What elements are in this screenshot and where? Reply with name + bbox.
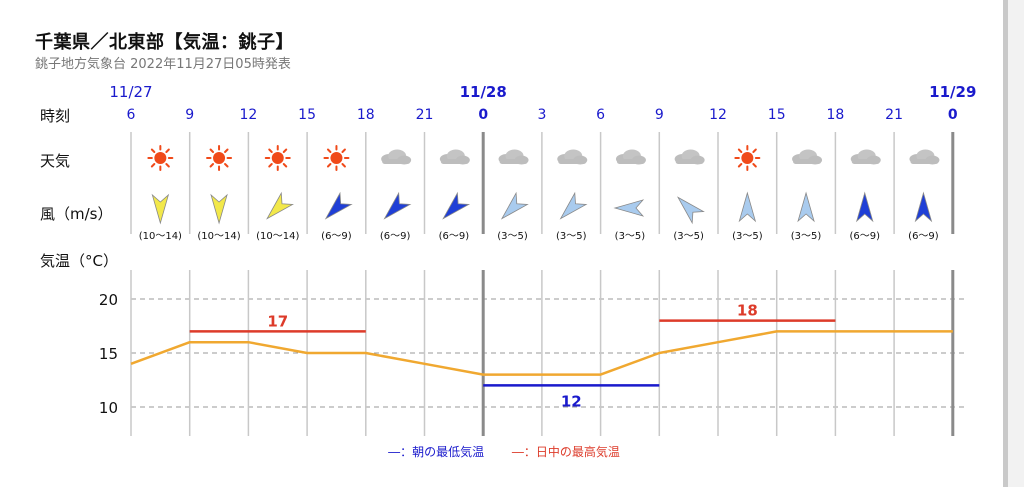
date-label: 11/29 xyxy=(929,83,976,101)
wind-speed-label: (3～5) xyxy=(556,231,587,242)
wind-speed-label: (6～9) xyxy=(321,231,352,242)
wind-speed-label: (3～5) xyxy=(497,231,528,242)
wind-speed-label: (6～9) xyxy=(849,231,880,242)
wind-arrow-icon xyxy=(266,191,294,220)
wind-arrow-icon xyxy=(442,191,471,220)
cloud-icon xyxy=(909,149,940,165)
legend-min: ―：朝の最低気温 xyxy=(388,443,484,460)
weather-row-label: 天気 xyxy=(40,152,71,170)
cloud-icon xyxy=(439,149,470,165)
wind-arrow-icon xyxy=(914,191,933,223)
wind-arrow-icon xyxy=(210,193,228,225)
chart-legend: ―：朝の最低気温 ―：日中の最高気温 xyxy=(0,443,1008,460)
temp-tick-label: 10 xyxy=(99,399,118,417)
hour-label: 15 xyxy=(298,107,316,123)
wind-speed-label: (3～5) xyxy=(732,231,763,242)
temp-tick-label: 20 xyxy=(99,291,118,309)
sun-icon xyxy=(147,145,174,171)
hour-label: 0 xyxy=(948,107,958,123)
wind-row-label: 風（m/s） xyxy=(40,205,113,223)
wind-speed-label: (10～14) xyxy=(256,231,299,242)
cloud-icon xyxy=(557,149,588,165)
sun-icon xyxy=(264,145,291,171)
wind-arrow-icon xyxy=(383,191,412,220)
hour-label: 3 xyxy=(537,107,546,123)
issued-by-subtitle: 銚子地方気象台 2022年11月27日05時発表 xyxy=(35,57,291,72)
cloud-icon xyxy=(674,149,705,165)
time-row-label: 時刻 xyxy=(40,107,71,125)
wind-arrow-icon xyxy=(738,191,757,223)
wind-speed-label: (6～9) xyxy=(380,231,411,242)
wind-arrow-icon xyxy=(855,191,874,223)
wind-speed-label: (10～14) xyxy=(197,231,240,242)
hour-label: 12 xyxy=(709,107,727,123)
wind-speed-label: (3～5) xyxy=(615,231,646,242)
date-label: 11/28 xyxy=(460,83,507,101)
hour-label: 9 xyxy=(655,107,664,123)
wind-arrow-icon xyxy=(500,191,529,220)
cloud-icon xyxy=(850,149,881,165)
wind-arrow-icon xyxy=(151,193,170,225)
hour-label: 15 xyxy=(768,107,786,123)
sun-icon xyxy=(323,145,350,171)
hour-label: 12 xyxy=(239,107,257,123)
hour-label: 21 xyxy=(416,107,434,123)
sun-icon xyxy=(734,145,761,171)
scrollbar-edge xyxy=(1003,0,1008,487)
wind-arrow-icon xyxy=(677,196,705,225)
hour-label: 21 xyxy=(885,107,903,123)
hour-label: 18 xyxy=(357,107,375,123)
hour-label: 0 xyxy=(478,107,488,123)
page-title: 千葉県／北東部【気温：銚子】 xyxy=(35,32,294,53)
cloud-icon xyxy=(792,149,823,165)
max-temp-label: 17 xyxy=(267,312,288,330)
wind-arrow-icon xyxy=(797,191,815,223)
cloud-icon xyxy=(615,149,646,165)
sun-icon xyxy=(206,145,233,171)
wind-arrow-icon xyxy=(324,191,353,220)
wind-arrow-icon xyxy=(559,191,588,220)
wind-arrow-icon xyxy=(613,199,645,217)
hour-label: 9 xyxy=(185,107,194,123)
hour-label: 6 xyxy=(596,107,605,123)
temp-tick-label: 15 xyxy=(99,345,118,363)
hour-label: 18 xyxy=(826,107,844,123)
min-temp-label: 12 xyxy=(561,392,582,410)
temp-row-label: 気温（°C） xyxy=(40,252,118,270)
legend-min-text: ―：朝の最低気温 xyxy=(388,445,485,459)
date-label: 11/27 xyxy=(109,83,152,101)
wind-speed-label: (6～9) xyxy=(908,231,939,242)
max-temp-label: 18 xyxy=(737,302,758,320)
cloud-icon xyxy=(498,149,529,165)
hour-label: 6 xyxy=(127,107,136,123)
legend-max-text: ―：日中の最高気温 xyxy=(511,445,620,459)
wind-speed-label: (3～5) xyxy=(791,231,822,242)
wind-speed-label: (10～14) xyxy=(139,231,182,242)
wind-speed-label: (6～9) xyxy=(439,231,470,242)
wind-speed-label: (3～5) xyxy=(673,231,704,242)
cloud-icon xyxy=(381,149,412,165)
legend-max: ―：日中の最高気温 xyxy=(512,443,620,460)
